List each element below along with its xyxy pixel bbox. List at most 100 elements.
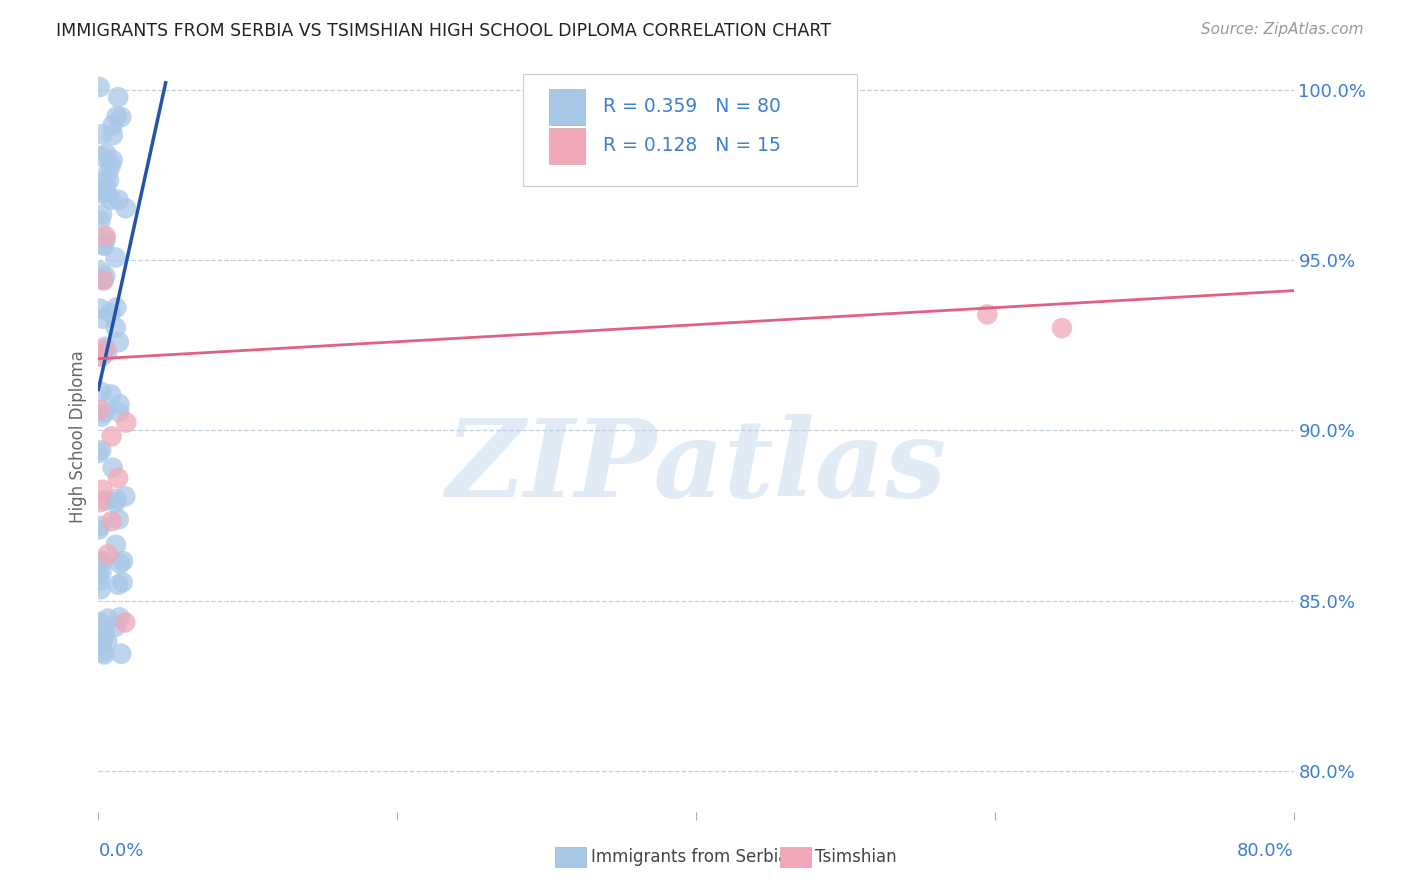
Point <box>107 193 129 207</box>
Point <box>90 443 112 458</box>
Point <box>90 186 112 201</box>
Point <box>89 80 111 95</box>
Text: IMMIGRANTS FROM SERBIA VS TSIMSHIAN HIGH SCHOOL DIPLOMA CORRELATION CHART: IMMIGRANTS FROM SERBIA VS TSIMSHIAN HIGH… <box>56 22 831 40</box>
Point <box>90 582 112 596</box>
Point <box>101 153 124 167</box>
Point <box>97 165 120 179</box>
Point <box>91 272 114 286</box>
Point <box>90 409 112 424</box>
Point <box>108 405 131 419</box>
Text: Source: ZipAtlas.com: Source: ZipAtlas.com <box>1201 22 1364 37</box>
Point <box>94 232 117 246</box>
Bar <box>548 88 585 125</box>
Point <box>93 648 115 662</box>
Point <box>97 611 120 625</box>
Text: Tsimshian: Tsimshian <box>815 848 897 866</box>
Point <box>114 490 136 504</box>
Point <box>87 566 110 581</box>
Point <box>90 566 112 580</box>
Point <box>110 647 132 661</box>
Point <box>114 201 136 215</box>
Point <box>87 446 110 460</box>
Bar <box>548 128 585 163</box>
Point <box>89 495 111 509</box>
Point <box>89 615 111 629</box>
Point <box>101 460 124 475</box>
Point <box>100 306 122 320</box>
Point <box>93 632 115 646</box>
Y-axis label: High School Diploma: High School Diploma <box>69 351 87 524</box>
Point <box>89 213 111 227</box>
Point <box>91 350 114 364</box>
Text: Immigrants from Serbia: Immigrants from Serbia <box>591 848 787 866</box>
Point <box>87 184 110 198</box>
Point <box>108 397 131 411</box>
Point <box>107 90 129 104</box>
Point <box>93 625 115 640</box>
Point <box>94 178 117 193</box>
Point <box>115 416 138 430</box>
Point <box>94 229 117 244</box>
Point <box>976 308 998 322</box>
Point <box>94 268 117 283</box>
Point <box>100 158 122 172</box>
Point <box>91 128 114 142</box>
Point <box>96 344 118 359</box>
Point <box>91 645 114 659</box>
Point <box>105 109 128 123</box>
Point <box>94 340 117 354</box>
Point <box>101 128 124 143</box>
Point <box>89 301 111 316</box>
Point <box>91 483 114 497</box>
Point <box>89 518 111 533</box>
Point <box>91 207 114 221</box>
Point <box>97 548 120 562</box>
Point <box>89 574 111 588</box>
Point <box>90 175 112 189</box>
Point <box>100 387 122 401</box>
Point <box>89 638 111 652</box>
Point <box>100 429 122 443</box>
Point <box>94 493 117 508</box>
Point <box>107 577 129 591</box>
Point <box>107 512 129 526</box>
Point <box>90 264 112 278</box>
Point <box>91 554 114 568</box>
Point <box>105 491 128 506</box>
Text: R = 0.359   N = 80: R = 0.359 N = 80 <box>603 97 780 116</box>
Point <box>89 350 111 364</box>
Point <box>114 615 136 630</box>
Point <box>104 495 127 509</box>
Point <box>101 118 124 132</box>
Point <box>104 251 127 265</box>
Text: R = 0.128   N = 15: R = 0.128 N = 15 <box>603 136 780 155</box>
Point <box>91 631 114 645</box>
Point <box>89 402 111 417</box>
Point <box>1050 321 1073 335</box>
Point <box>110 110 132 124</box>
Point <box>104 538 127 552</box>
Point <box>93 238 115 252</box>
Point <box>112 554 135 568</box>
Point <box>100 193 122 207</box>
Point <box>108 557 131 571</box>
Point <box>91 272 114 286</box>
FancyBboxPatch shape <box>523 74 858 186</box>
Point <box>89 638 111 652</box>
Point <box>91 311 114 326</box>
Point <box>111 575 134 590</box>
Text: ZIPatlas: ZIPatlas <box>446 414 946 520</box>
Text: 0.0%: 0.0% <box>98 842 143 860</box>
Point <box>96 186 118 201</box>
Point <box>98 173 121 187</box>
Point <box>96 634 118 648</box>
Point <box>93 406 115 420</box>
Point <box>87 523 110 537</box>
Point <box>90 149 112 163</box>
Point <box>91 237 114 252</box>
Point <box>94 342 117 356</box>
Point <box>90 555 112 569</box>
Point <box>108 334 131 349</box>
Point <box>104 320 127 334</box>
Point <box>104 619 127 633</box>
